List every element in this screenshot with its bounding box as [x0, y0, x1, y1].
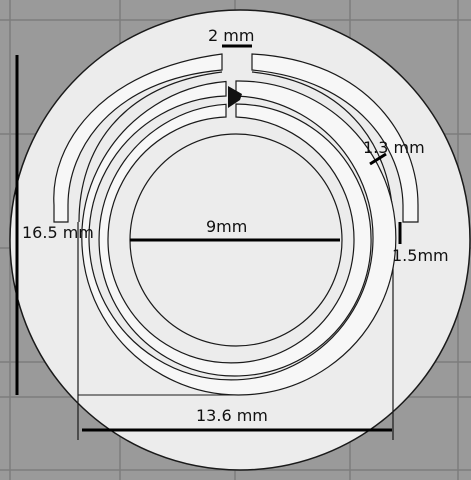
inner-ring-band — [98, 103, 372, 377]
inner-diameter-label: 9mm — [206, 217, 247, 236]
outer-ring-inner-contour — [78, 71, 394, 223]
ring-width-label: 1.3 mm — [363, 138, 425, 157]
span-width-label: 13.6 mm — [196, 406, 268, 425]
gap-width-label: 2 mm — [208, 26, 254, 45]
outer-split-ring — [53, 53, 419, 223]
outer-radius-label: 16.5 mm — [22, 223, 94, 242]
ring-width-dimension-line — [369, 152, 387, 166]
feed-point-icon — [228, 86, 242, 108]
slot-width-label: 1.5mm — [392, 246, 449, 265]
middle-ring — [81, 80, 397, 396]
